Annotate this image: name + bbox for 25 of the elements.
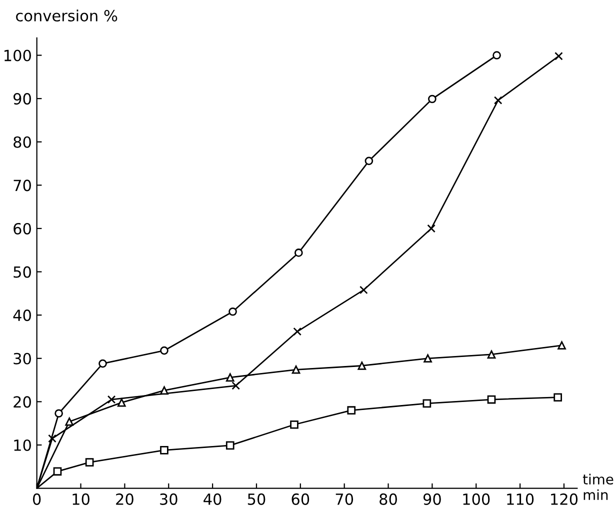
- x-tick-label: 50: [248, 493, 266, 505]
- y-tick-label: 60: [14, 222, 31, 234]
- y-tick-label: 70: [14, 180, 31, 192]
- x-tick-label: 10: [72, 493, 90, 505]
- y-tick-label: 100: [4, 50, 31, 62]
- y-tick-label: 80: [14, 136, 31, 148]
- y-tick-label: 50: [14, 266, 31, 278]
- x-tick-label: 60: [292, 493, 310, 505]
- y-axis-title: conversion %: [16, 10, 118, 22]
- x-tick-label: 20: [116, 493, 134, 505]
- x-axis-title: time min: [582, 474, 614, 500]
- x-tick-label: 120: [551, 493, 578, 505]
- y-tick-label: 40: [13, 310, 31, 322]
- x-tick-label: 80: [380, 493, 397, 505]
- y-tick-label: 30: [14, 352, 31, 364]
- x-tick-label: 70: [336, 493, 354, 505]
- x-tick-label: 40: [204, 493, 222, 505]
- x-tick-label: 30: [160, 493, 178, 505]
- y-tick-label: 10: [14, 439, 31, 452]
- x-tick-label: 100: [463, 493, 490, 505]
- y-tick-label: 90: [14, 93, 31, 105]
- x-tick-label: 0: [32, 493, 41, 505]
- x-tick-label: 110: [507, 493, 534, 505]
- x-tick-label: 90: [423, 493, 441, 505]
- y-tick-label: 20: [14, 396, 31, 408]
